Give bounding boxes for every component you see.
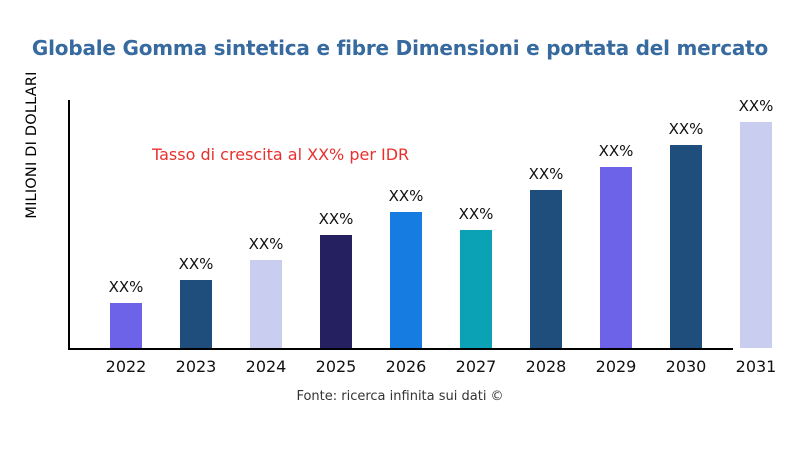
y-axis-line	[68, 100, 70, 348]
bar-value-label-2028: XX%	[528, 165, 564, 183]
x-tick-label-2024: 2024	[245, 357, 287, 376]
bar-value-label-2029: XX%	[598, 142, 634, 160]
bar-2030	[670, 145, 702, 348]
source-note: Fonte: ricerca infinita sui dati ©	[296, 389, 504, 404]
bar-value-label-2022: XX%	[108, 278, 144, 296]
bar-2022	[110, 303, 142, 348]
y-axis-title: MILIONI DI DOLLARI	[24, 71, 40, 219]
bar-2024	[250, 260, 282, 348]
bar-2027	[460, 230, 492, 348]
bar-value-label-2026: XX%	[388, 187, 424, 205]
bar-2025	[320, 235, 352, 348]
x-tick-label-2030: 2030	[665, 357, 707, 376]
bar-value-label-2031: XX%	[738, 97, 774, 115]
bar-2031	[740, 122, 772, 348]
bar-value-label-2025: XX%	[318, 210, 354, 228]
x-tick-label-2025: 2025	[315, 357, 357, 376]
bar-value-label-2027: XX%	[458, 205, 494, 223]
bar-value-label-2030: XX%	[668, 120, 704, 138]
x-tick-label-2027: 2027	[455, 357, 497, 376]
chart-title: Globale Gomma sintetica e fibre Dimensio…	[31, 36, 769, 60]
growth-rate-annotation: Tasso di crescita al XX% per IDR	[152, 145, 410, 164]
bar-2029	[600, 167, 632, 348]
x-tick-label-2028: 2028	[525, 357, 567, 376]
bar-value-label-2024: XX%	[248, 235, 284, 253]
x-tick-label-2023: 2023	[175, 357, 217, 376]
bar-value-label-2023: XX%	[178, 255, 214, 273]
x-axis-line	[68, 348, 733, 350]
bar-2023	[180, 280, 212, 348]
bar-2026	[390, 212, 422, 348]
x-tick-label-2031: 2031	[735, 357, 777, 376]
bar-2028	[530, 190, 562, 348]
x-tick-label-2029: 2029	[595, 357, 637, 376]
x-tick-label-2026: 2026	[385, 357, 427, 376]
x-tick-label-2022: 2022	[105, 357, 147, 376]
